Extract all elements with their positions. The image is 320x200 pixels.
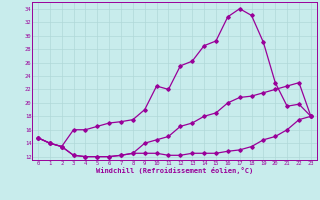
X-axis label: Windchill (Refroidissement éolien,°C): Windchill (Refroidissement éolien,°C) [96,167,253,174]
